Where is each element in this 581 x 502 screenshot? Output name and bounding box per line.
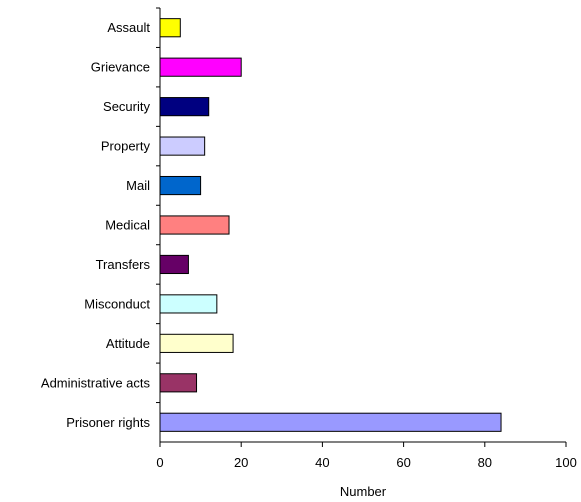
bar-transfers <box>159 254 189 275</box>
category-label-grievance: Grievance <box>91 60 150 75</box>
bar-medical <box>159 215 230 235</box>
bars-group <box>159 18 502 432</box>
bar-attitude <box>159 333 234 353</box>
x-axis-title: Number <box>340 484 387 499</box>
category-label-attitude: Attitude <box>106 336 150 351</box>
category-label-medical: Medical <box>105 218 150 233</box>
x-tick-label: 20 <box>234 455 248 470</box>
category-label-transfers: Transfers <box>96 257 151 272</box>
category-label-security: Security <box>103 99 150 114</box>
category-label-administrative-acts: Administrative acts <box>41 375 151 390</box>
bar-prisoner-rights <box>159 412 502 432</box>
bar-administrative-acts <box>159 373 198 393</box>
category-label-prisoner-rights: Prisoner rights <box>66 415 150 430</box>
bar-assault <box>159 18 181 38</box>
category-label-misconduct: Misconduct <box>84 296 150 311</box>
x-tick-label: 60 <box>396 455 410 470</box>
x-tick-label: 100 <box>555 455 577 470</box>
category-label-property: Property <box>101 139 151 154</box>
bar-security <box>159 97 210 117</box>
bar-misconduct <box>159 294 218 314</box>
category-label-assault: Assault <box>107 20 150 35</box>
bar-property <box>159 136 206 156</box>
x-axis-ticks: 0 20 40 60 80 100 <box>156 442 577 470</box>
category-labels: Assault Grievance Security Property Mail Medi… <box>41 7 160 430</box>
x-tick-label: 40 <box>315 455 329 470</box>
bar-grievance <box>159 57 242 77</box>
x-tick-label: 80 <box>478 455 492 470</box>
category-label-mail: Mail <box>126 178 150 193</box>
x-tick-label: 0 <box>156 455 163 470</box>
bar-mail <box>159 175 202 196</box>
